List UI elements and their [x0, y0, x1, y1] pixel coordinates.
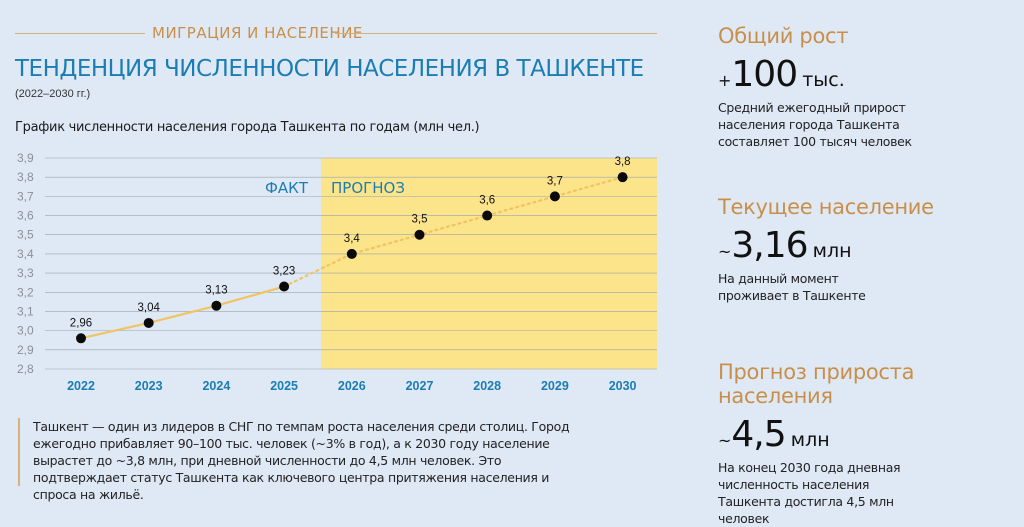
stat-growth-prefix: + [718, 71, 732, 90]
y-tick-label: 3,1 [17, 304, 34, 318]
data-point [279, 281, 290, 292]
data-point [76, 333, 86, 344]
data-label: 3,5 [412, 214, 428, 226]
y-tick-label: 3,0 [17, 324, 34, 338]
x-tick-label: 2026 [338, 379, 366, 393]
y-tick-label: 2,8 [17, 362, 34, 376]
x-tick-label: 2023 [135, 379, 163, 393]
stat-forecast-value-block: ~4,5 млн [718, 414, 1018, 455]
stat-forecast-value: 4,5 [731, 414, 786, 455]
forecast-region [320, 158, 657, 369]
x-tick-label: 2029 [541, 379, 569, 393]
y-tick-label: 3,3 [17, 266, 34, 280]
stat-forecast-text: На конец 2030 года дневная численность н… [718, 460, 901, 526]
stat-forecast: Прогноз прироста населения ~4,5 млн На к… [718, 360, 1018, 527]
stat-growth-heading: Общий рост [718, 24, 849, 48]
data-label: 3,7 [547, 175, 563, 187]
x-tick-label: 2025 [270, 379, 298, 393]
data-point [414, 229, 425, 240]
stat-growth-value-block: +100 тыс. [718, 54, 1018, 95]
stat-current-value: 3,16 [731, 225, 808, 266]
data-point [143, 317, 154, 328]
period-subtitle: (2022–2030 гг.) [15, 88, 91, 100]
x-tick-label: 2030 [609, 379, 637, 393]
stat-current: Текущее население ~3,16 млн На данный мо… [718, 195, 1018, 304]
x-tick-label: 2027 [406, 379, 434, 393]
stat-growth-text: Средний ежегодный прирост населения горо… [718, 100, 912, 149]
stat-current-text: На данный момент проживает в Ташкенте [718, 271, 866, 303]
stat-growth: Общий рост +100 тыс. Средний ежегодный п… [718, 24, 1018, 150]
data-label: 3,8 [615, 156, 631, 168]
x-tick-label: 2022 [67, 379, 95, 393]
data-point [211, 300, 222, 311]
description-accent-bar [18, 418, 20, 486]
y-tick-label: 3,8 [17, 170, 34, 184]
data-label: 3,13 [205, 285, 227, 297]
fact-label: ФАКТ [265, 179, 309, 197]
forecast-label: ПРОГНОЗ [331, 179, 405, 197]
chart-title: График численности населения города Ташк… [15, 120, 480, 135]
data-point [482, 210, 493, 221]
stat-forecast-prefix: ~ [718, 431, 732, 450]
x-tick-label: 2028 [473, 379, 501, 393]
y-tick-label: 3,5 [17, 228, 34, 242]
data-point [346, 248, 357, 259]
stat-current-heading: Текущее население [718, 195, 934, 219]
forecast-line [283, 176, 624, 288]
stat-current-unit: млн [812, 240, 852, 262]
data-point [617, 172, 628, 183]
header-rule-left [15, 33, 145, 34]
stat-current-prefix: ~ [718, 242, 732, 261]
y-tick-label: 2,9 [17, 343, 34, 357]
data-label: 3,23 [273, 266, 295, 278]
page-title: ТЕНДЕНЦИЯ ЧИСЛЕННОСТИ НАСЕЛЕНИЯ В ТАШКЕН… [15, 56, 644, 82]
y-tick-label: 3,7 [17, 189, 34, 203]
stat-forecast-unit: млн [790, 429, 830, 451]
y-tick-label: 3,4 [17, 247, 34, 261]
category-label: МИГРАЦИЯ И НАСЕЛЕНИЕ [152, 24, 363, 42]
stat-current-value-block: ~3,16 млн [718, 225, 1018, 266]
data-point [549, 191, 560, 202]
y-tick-label: 3,2 [17, 285, 34, 299]
data-label: 3,04 [138, 302, 161, 314]
population-chart: 2,8 2,9 3,0 3,1 3,2 3,3 3,4 3,5 3,6 3,7 3,8 3,9 2022… [17, 151, 657, 393]
fact-line [80, 285, 285, 340]
data-label: 3,6 [479, 195, 495, 207]
stat-growth-unit: тыс. [802, 69, 845, 91]
header-rule-right [335, 33, 657, 34]
x-tick-label: 2024 [202, 379, 230, 393]
description-text: Ташкент — один из лидеров в СНГ по темпа… [33, 419, 570, 502]
y-tick-label: 3,9 [17, 151, 34, 165]
data-label: 2,96 [70, 317, 92, 329]
y-tick-label: 3,6 [17, 209, 34, 223]
stat-growth-value: 100 [731, 54, 798, 95]
data-label: 3,4 [344, 233, 361, 245]
stat-forecast-heading: Прогноз прироста населения [718, 360, 915, 408]
